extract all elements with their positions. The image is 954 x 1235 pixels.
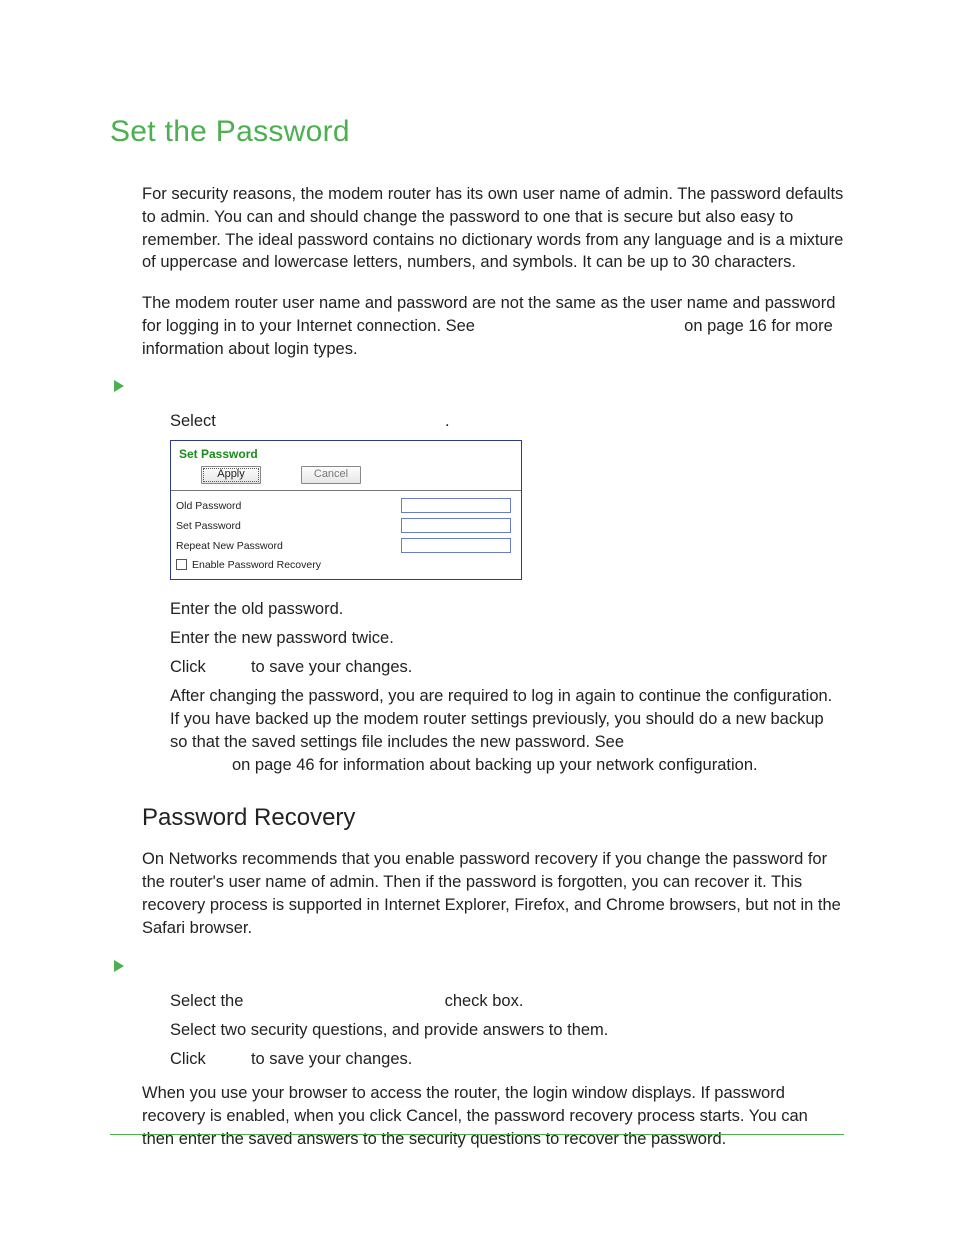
intro-paragraph-2: The modem router user name and password … xyxy=(142,292,844,360)
step-click-apply: Click to save your changes. xyxy=(170,656,844,678)
after-change-paragraph: After changing the password, you are req… xyxy=(170,685,844,753)
intro-paragraph-1: For security reasons, the modem router h… xyxy=(142,183,844,274)
set-password-field[interactable] xyxy=(401,518,511,533)
dialog-title: Set Password xyxy=(179,447,513,461)
enable-recovery-checkbox[interactable] xyxy=(176,559,187,570)
after-a: After changing the password, you are req… xyxy=(170,687,832,751)
step-select: Select . xyxy=(170,410,844,432)
rstep3-b: to save your changes. xyxy=(251,1050,412,1068)
recovery-step-3: Click to save your changes. xyxy=(170,1048,844,1070)
step-select-a: Select xyxy=(170,412,220,430)
rstep1-a: Select the xyxy=(170,992,248,1010)
after-b: on page 46 for information about backing… xyxy=(232,754,844,777)
step-click-a: Click xyxy=(170,658,210,676)
cancel-button[interactable]: Cancel xyxy=(301,466,361,484)
set-password-label: Set Password xyxy=(176,520,336,532)
step-enter-old: Enter the old password. xyxy=(170,598,844,620)
old-password-field[interactable] xyxy=(401,498,511,513)
old-password-label: Old Password xyxy=(176,500,336,512)
footer-rule xyxy=(110,1134,844,1135)
recovery-intro-paragraph: On Networks recommends that you enable p… xyxy=(142,848,844,939)
page-title: Set the Password xyxy=(110,115,844,149)
apply-button[interactable]: Apply xyxy=(201,466,261,484)
procedure-arrow-icon xyxy=(114,380,124,392)
step-click-b: to save your changes. xyxy=(251,658,412,676)
step-select-b: . xyxy=(445,412,450,430)
password-recovery-heading: Password Recovery xyxy=(142,804,844,832)
repeat-password-field[interactable] xyxy=(401,538,511,553)
repeat-password-label: Repeat New Password xyxy=(176,540,336,552)
recovery-step-1: Select the check box. xyxy=(170,990,844,1012)
rstep3-a: Click xyxy=(170,1050,210,1068)
rstep1-b: check box. xyxy=(445,992,524,1010)
closing-paragraph: When you use your browser to access the … xyxy=(142,1082,844,1150)
recovery-step-2: Select two security questions, and provi… xyxy=(170,1019,844,1041)
set-password-dialog: Set Password Apply Cancel Old Password S… xyxy=(170,440,522,580)
enable-recovery-label: Enable Password Recovery xyxy=(192,559,321,571)
procedure-arrow-icon xyxy=(114,960,124,972)
step-enter-new: Enter the new password twice. xyxy=(170,627,844,649)
